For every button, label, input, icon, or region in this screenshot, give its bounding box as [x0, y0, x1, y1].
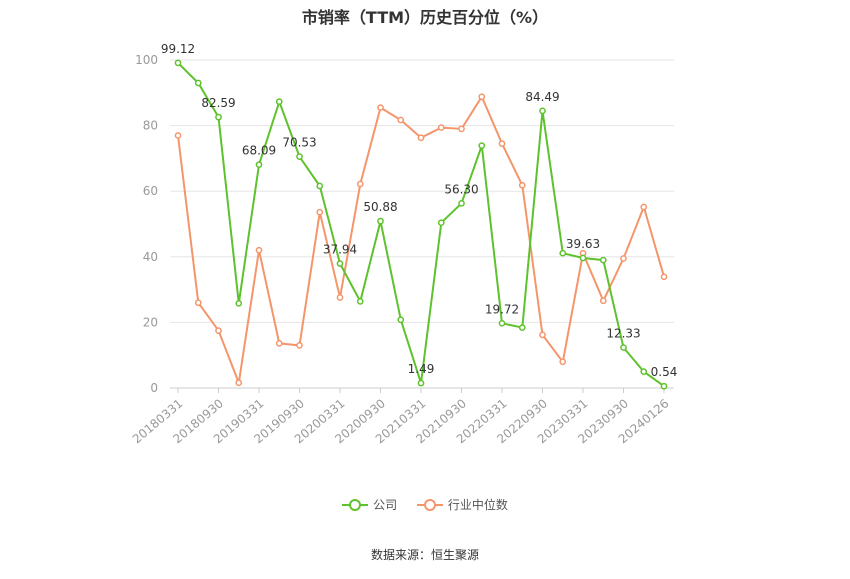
data-point-company: [478, 142, 486, 149]
legend-company-label: 公司: [373, 498, 398, 512]
data-label: 50.88: [363, 200, 397, 214]
data-point-company: [174, 59, 182, 67]
data-point-company: [599, 256, 607, 264]
y-tick-label: 0: [150, 381, 158, 395]
data-point-industry: [255, 246, 263, 254]
data-label: 37.94: [323, 243, 357, 257]
data-point-industry: [498, 140, 506, 147]
data-point-company: [377, 217, 384, 225]
data-label: 84.49: [525, 90, 559, 104]
data-label: 99.12: [161, 42, 195, 56]
data-point-industry: [336, 294, 344, 301]
data-label: 56.30: [444, 182, 478, 196]
data-label: 70.53: [282, 136, 316, 150]
data-point-industry: [620, 255, 627, 262]
data-point-industry: [235, 379, 243, 387]
data-point-industry: [356, 180, 364, 188]
legend-company-marker: [342, 498, 369, 512]
y-tick-label: 40: [143, 250, 158, 264]
data-point-industry: [417, 134, 425, 142]
data-point-industry: [559, 358, 567, 366]
legend-industry-marker: [416, 498, 443, 512]
data-point-industry: [640, 203, 648, 211]
data-point-company: [336, 260, 344, 267]
data-point-industry: [458, 125, 465, 133]
data-point-company: [640, 368, 648, 375]
data-point-company: [397, 316, 405, 324]
data-point-company: [498, 319, 506, 327]
data-point-company: [539, 107, 546, 115]
y-tick-label: 20: [143, 315, 158, 329]
data-point-industry: [377, 104, 384, 111]
data-point-company: [437, 219, 445, 227]
data-point-company: [296, 153, 303, 161]
data-point-industry: [437, 124, 445, 131]
data-label: 0.54: [651, 365, 678, 379]
data-point-industry: [275, 340, 283, 347]
data-point-industry: [518, 181, 526, 189]
data-point-industry: [194, 299, 202, 307]
data-point-company: [235, 300, 243, 307]
data-point-company: [255, 161, 263, 169]
data-point-company: [275, 98, 283, 106]
legend: 公司 行业中位数: [0, 496, 850, 515]
data-label: 19.72: [485, 302, 519, 316]
data-point-company: [579, 254, 587, 262]
data-label: 39.63: [566, 237, 600, 251]
data-label: 12.33: [606, 327, 640, 341]
data-point-company: [356, 298, 364, 305]
data-point-industry: [174, 132, 182, 139]
data-point-company: [194, 79, 202, 87]
data-point-industry: [660, 273, 668, 281]
legend-item-industry[interactable]: 行业中位数: [416, 496, 508, 513]
legend-industry-label: 行业中位数: [447, 498, 508, 512]
data-source: 数据来源：恒生聚源: [370, 548, 479, 562]
data-point-company: [316, 182, 324, 190]
series-line-company: [177, 62, 665, 388]
data-point-company: [518, 324, 526, 331]
data-point-company: [417, 379, 425, 387]
data-point-industry: [316, 208, 324, 216]
data-point-company: [215, 113, 222, 121]
data-point-company: [458, 199, 465, 207]
data-point-company: [620, 344, 627, 351]
y-tick-label: 60: [143, 184, 158, 198]
data-point-industry: [599, 297, 607, 305]
chart-title: 市销率（TTM）历史百分位（%）: [301, 8, 549, 27]
data-point-industry: [215, 327, 222, 334]
data-point-industry: [296, 342, 303, 349]
y-tick-label: 80: [143, 119, 158, 133]
legend-item-company[interactable]: 公司: [342, 496, 397, 513]
data-label: 68.09: [242, 144, 276, 158]
data-point-company: [660, 382, 668, 390]
data-point-industry: [397, 116, 405, 124]
data-point-industry: [539, 331, 546, 339]
data-point-company: [559, 249, 567, 257]
data-point-industry: [478, 93, 486, 101]
data-label: 1.49: [408, 362, 435, 376]
data-label: 82.59: [201, 96, 235, 110]
y-tick-label: 100: [135, 53, 158, 67]
